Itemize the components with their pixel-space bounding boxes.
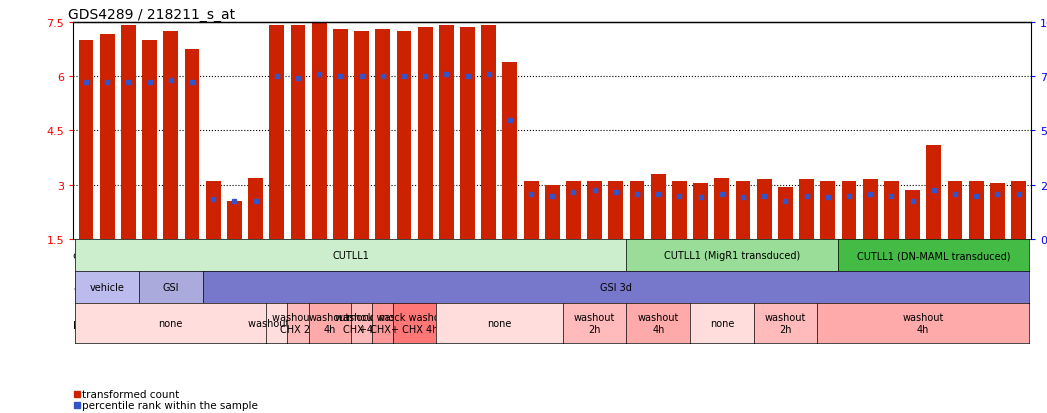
Text: protocol: protocol bbox=[73, 318, 116, 328]
Text: GSI 3d: GSI 3d bbox=[600, 282, 631, 292]
Bar bbox=[460, 28, 475, 240]
Text: washout
4h: washout 4h bbox=[638, 312, 678, 334]
Text: GDS4289 / 218211_s_at: GDS4289 / 218211_s_at bbox=[68, 8, 236, 22]
Text: cell line: cell line bbox=[73, 250, 114, 261]
Text: washout
4h: washout 4h bbox=[309, 312, 351, 334]
Text: CUTLL1 (MigR1 transduced): CUTLL1 (MigR1 transduced) bbox=[665, 250, 801, 261]
Bar bbox=[206, 182, 221, 240]
Bar bbox=[439, 26, 453, 240]
Bar bbox=[968, 182, 983, 240]
Bar bbox=[227, 202, 242, 240]
Bar bbox=[821, 182, 836, 240]
Text: mock washout
+ CHX 2h: mock washout + CHX 2h bbox=[348, 312, 418, 334]
Bar bbox=[884, 182, 898, 240]
Bar bbox=[375, 30, 391, 240]
Bar bbox=[842, 182, 856, 240]
Bar bbox=[163, 32, 178, 240]
Text: none: none bbox=[487, 318, 512, 328]
Bar bbox=[248, 178, 263, 240]
Bar bbox=[290, 26, 306, 240]
Text: vehicle: vehicle bbox=[90, 282, 125, 292]
Bar bbox=[354, 32, 369, 240]
Bar bbox=[544, 185, 560, 240]
Bar bbox=[312, 23, 327, 240]
Bar bbox=[482, 26, 496, 240]
Text: CUTLL1: CUTLL1 bbox=[333, 250, 370, 261]
Bar bbox=[99, 36, 114, 240]
Bar bbox=[566, 182, 581, 240]
Text: CUTLL1 (DN-MAML transduced): CUTLL1 (DN-MAML transduced) bbox=[857, 250, 1010, 261]
Bar bbox=[524, 182, 538, 240]
Text: washout +
CHX 2h: washout + CHX 2h bbox=[272, 312, 325, 334]
Bar bbox=[121, 26, 136, 240]
Bar bbox=[672, 182, 687, 240]
Bar bbox=[418, 28, 432, 240]
Bar bbox=[629, 182, 645, 240]
Text: GSI: GSI bbox=[162, 282, 179, 292]
Text: none: none bbox=[158, 318, 183, 328]
Bar bbox=[693, 183, 708, 240]
Bar bbox=[906, 191, 920, 240]
Text: agent: agent bbox=[73, 282, 104, 292]
Bar bbox=[587, 182, 602, 240]
Text: mock washout
+ CHX 4h: mock washout + CHX 4h bbox=[379, 312, 450, 334]
Bar bbox=[799, 180, 815, 240]
Text: washout +
CHX 4h: washout + CHX 4h bbox=[335, 312, 387, 334]
Bar bbox=[736, 182, 751, 240]
Bar bbox=[863, 180, 877, 240]
Text: none: none bbox=[710, 318, 734, 328]
Text: percentile rank within the sample: percentile rank within the sample bbox=[82, 401, 258, 411]
Bar bbox=[269, 26, 284, 240]
Bar bbox=[651, 175, 666, 240]
Bar bbox=[948, 182, 962, 240]
Bar bbox=[184, 50, 199, 240]
Bar bbox=[142, 41, 157, 240]
Text: transformed count: transformed count bbox=[82, 389, 179, 399]
Bar bbox=[757, 180, 772, 240]
Bar bbox=[778, 187, 793, 240]
Bar bbox=[503, 62, 517, 240]
Bar bbox=[333, 30, 348, 240]
Text: washout 2h: washout 2h bbox=[248, 318, 306, 328]
Text: washout
4h: washout 4h bbox=[903, 312, 944, 334]
Bar bbox=[397, 32, 411, 240]
Text: washout
2h: washout 2h bbox=[574, 312, 616, 334]
Bar bbox=[714, 178, 730, 240]
Bar bbox=[1011, 182, 1026, 240]
Bar bbox=[927, 146, 941, 240]
Bar bbox=[608, 182, 623, 240]
Bar bbox=[79, 41, 93, 240]
Bar bbox=[990, 183, 1005, 240]
Text: washout
2h: washout 2h bbox=[764, 312, 806, 334]
